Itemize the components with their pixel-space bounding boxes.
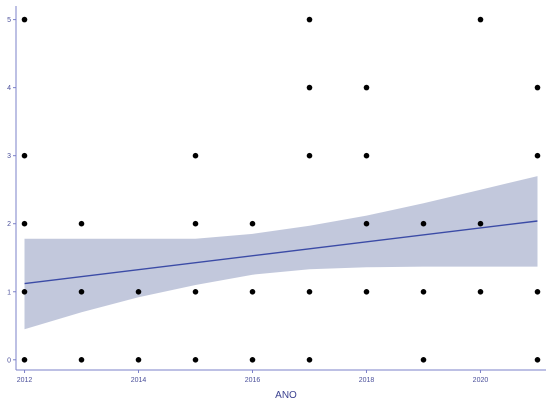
x-tick-label: 2014 (131, 377, 147, 384)
trend-line-layer (24, 220, 538, 285)
data-point (249, 289, 256, 295)
data-point (21, 220, 28, 227)
data-point (78, 220, 85, 227)
x-tick-label: 2016 (245, 377, 261, 384)
y-tick-label: 5 (7, 17, 11, 24)
data-point (534, 289, 541, 295)
data-point (192, 220, 199, 227)
data-point (21, 16, 28, 23)
data-point (21, 152, 28, 159)
data-point (78, 289, 85, 295)
data-point (363, 220, 370, 227)
data-point (192, 152, 199, 159)
data-point (78, 357, 85, 363)
data-point (306, 16, 313, 23)
data-point (477, 289, 484, 295)
data-point (21, 357, 28, 363)
data-point (306, 357, 313, 363)
y-tick-label: 1 (7, 289, 11, 296)
data-point (363, 289, 370, 295)
y-tick-label: 0 (7, 357, 11, 364)
trend-line (24, 220, 538, 285)
data-point (534, 357, 541, 363)
data-point (420, 357, 427, 363)
data-point (135, 357, 142, 363)
data-point (363, 152, 370, 159)
data-point (420, 220, 427, 227)
axes-layer (15, 6, 546, 371)
y-ticks-layer: 0 1 2 3 4 5 (7, 17, 16, 364)
data-point (192, 357, 199, 363)
x-axis-title: ANO (275, 390, 297, 401)
data-point (477, 16, 484, 23)
data-point (477, 220, 484, 227)
data-point (420, 289, 427, 295)
y-tick-label: 2 (7, 221, 11, 228)
x-ticks-layer: 2012 2014 2016 2018 2020 (17, 370, 489, 384)
data-point (135, 289, 142, 295)
data-point (306, 84, 313, 91)
data-point (192, 289, 199, 295)
y-tick-label: 4 (7, 85, 11, 92)
points-layer (21, 16, 541, 363)
data-point (249, 357, 256, 363)
data-point (249, 220, 256, 227)
x-tick-label: 2018 (359, 377, 375, 384)
data-point (534, 152, 541, 159)
data-point (306, 289, 313, 295)
data-point (21, 289, 28, 295)
y-tick-label: 3 (7, 153, 11, 160)
data-point (534, 84, 541, 91)
x-tick-label: 2020 (473, 377, 489, 384)
data-point (363, 84, 370, 91)
x-tick-label: 2012 (17, 377, 33, 384)
data-point (306, 152, 313, 159)
